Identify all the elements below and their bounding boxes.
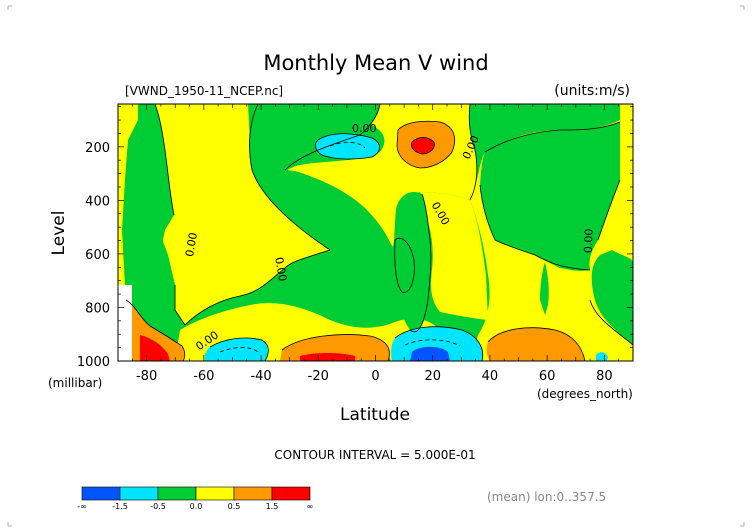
missing-data	[118, 285, 132, 361]
footnote: (mean) lon:0..357.5	[487, 490, 606, 504]
x-axis-title: Latitude	[340, 405, 410, 425]
field-green-islands	[125, 104, 620, 332]
colorbar-label: -1.5	[112, 502, 128, 511]
y-tick-label: 800	[85, 301, 110, 316]
x-tick-label: 80	[596, 369, 613, 384]
colorbar-swatch	[157, 486, 197, 501]
y-tick-label: 600	[85, 248, 110, 263]
contour-lines-dashed	[219, 142, 461, 353]
colorbar-label: 0.5	[228, 502, 241, 511]
colorbar-label: -∞	[77, 502, 87, 511]
contour-label: 0.00	[582, 228, 596, 253]
x-tick-label: 40	[482, 369, 499, 384]
field-blue	[410, 346, 450, 361]
colorbar-label: 0.0	[190, 502, 203, 511]
contour-label: 0.00	[352, 122, 377, 135]
y-tick-label: 400	[85, 194, 110, 209]
x-tick-label: -60	[193, 369, 214, 384]
colorbar-swatch	[195, 486, 235, 501]
units-label: (units:m/s)	[554, 83, 630, 99]
corner-marks	[7, 5, 745, 527]
x-tick-label: -40	[250, 369, 271, 384]
y-tick-label: 1000	[77, 355, 110, 370]
x-tick-label: 0	[371, 369, 379, 384]
y-axis-title: Level	[49, 211, 69, 256]
field-red	[140, 137, 435, 361]
contour-interval: CONTOUR INTERVAL = 5.000E-01	[274, 448, 475, 462]
colorbar-swatch	[271, 486, 311, 501]
contour-label: 0.00	[272, 256, 289, 282]
colorbar-swatch	[233, 486, 273, 501]
x-axis: -80 -60 -40 -20 0 20 40 60 80	[117, 104, 634, 384]
colorbar-label: ∞	[307, 502, 314, 511]
colorbar-swatch	[81, 486, 121, 501]
x-tick-label: 60	[539, 369, 556, 384]
colorbar: -∞ -1.5 -0.5 0.0 0.5 1.5 ∞	[77, 486, 314, 511]
y-axis-unit: (millibar)	[48, 376, 102, 390]
missing-data-step	[118, 285, 126, 295]
x-tick-label: -20	[308, 369, 329, 384]
colorbar-label: -0.5	[150, 502, 166, 511]
file-label: [VWND_1950-11_NCEP.nc]	[125, 84, 283, 98]
y-axis: 200 400 600 800 1000	[77, 106, 633, 370]
plot-area: 0.00 0.00 0.00 0.00 0.00 0.00 0.00	[117, 103, 634, 362]
contour-label: 0.00	[183, 231, 200, 257]
y-tick-label: 200	[85, 141, 110, 156]
x-tick-label: -80	[136, 369, 157, 384]
colorbar-label: 1.5	[266, 502, 279, 511]
x-axis-unit: (degrees_north)	[537, 387, 633, 401]
field-cyan	[204, 133, 608, 361]
contour-lines	[125, 103, 634, 362]
colorbar-swatch	[119, 486, 159, 501]
x-tick-label: 20	[424, 369, 441, 384]
chart-title: Monthly Mean V wind	[263, 51, 488, 75]
